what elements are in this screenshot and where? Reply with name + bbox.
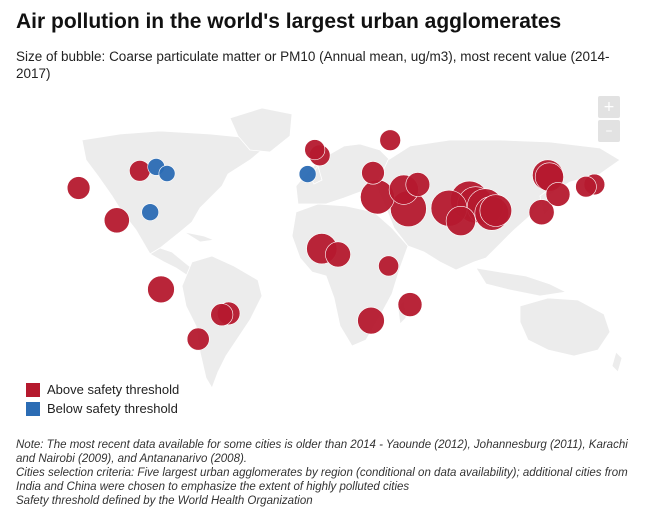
city-bubble-above[interactable] <box>186 327 210 351</box>
new-zealand-landmass <box>611 351 623 373</box>
city-bubble-above[interactable] <box>304 139 326 161</box>
city-bubble-above[interactable] <box>575 176 597 198</box>
city-bubble-above[interactable] <box>360 179 395 215</box>
city-bubble-above[interactable] <box>103 207 130 234</box>
australia-landmass <box>519 297 611 357</box>
city-bubble-above[interactable] <box>147 275 175 304</box>
chart-subtitle: Size of bubble: Coarse particulate matte… <box>16 49 610 81</box>
city-bubbles <box>66 129 606 351</box>
note-text: Note: The most recent data available for… <box>16 439 628 465</box>
city-bubble-above[interactable] <box>361 161 385 185</box>
city-bubble-above[interactable] <box>129 160 151 182</box>
city-bubble-above[interactable] <box>210 303 234 327</box>
land-masses <box>81 107 623 389</box>
legend-label-above: Above safety threshold <box>47 382 180 397</box>
legend-swatch-above <box>26 382 40 397</box>
footnotes: Note: The most recent data available for… <box>16 438 631 508</box>
zoom-out-button[interactable]: – <box>598 120 620 142</box>
city-bubble-above[interactable] <box>405 172 431 197</box>
threshold-text: Safety threshold defined by the World He… <box>16 495 313 507</box>
legend-swatch-below <box>26 401 40 416</box>
city-bubble-above[interactable] <box>445 206 476 237</box>
legend-item-below[interactable]: Below safety threshold <box>26 399 179 418</box>
city-bubble-below[interactable] <box>298 165 317 183</box>
central-america-landmass <box>149 247 195 277</box>
city-bubble-above[interactable] <box>66 176 91 200</box>
southeast-asia-islands <box>475 267 568 297</box>
city-bubble-below[interactable] <box>141 203 159 221</box>
legend-item-above[interactable]: Above safety threshold <box>26 380 179 399</box>
legend-label-below: Below safety threshold <box>47 401 178 416</box>
city-bubble-above[interactable] <box>397 292 423 317</box>
city-bubble-above[interactable] <box>545 182 571 207</box>
caribbean-islands <box>183 231 216 243</box>
chart-title: Air pollution in the world's largest urb… <box>16 10 562 33</box>
city-bubble-above[interactable] <box>379 129 401 151</box>
city-bubble-above[interactable] <box>325 241 351 268</box>
greenland-landmass <box>229 107 293 153</box>
city-bubble-below[interactable] <box>158 165 176 182</box>
city-bubble-above[interactable] <box>479 194 512 227</box>
city-bubble-above[interactable] <box>528 199 555 226</box>
north-america-landmass <box>81 130 263 255</box>
legend: Above safety threshold Below safety thre… <box>26 380 179 418</box>
zoom-in-button[interactable]: + <box>598 96 620 118</box>
city-bubble-above[interactable] <box>357 306 385 335</box>
criteria-text: Cities selection criteria: Five largest … <box>16 467 628 493</box>
city-bubble-above[interactable] <box>378 255 400 277</box>
